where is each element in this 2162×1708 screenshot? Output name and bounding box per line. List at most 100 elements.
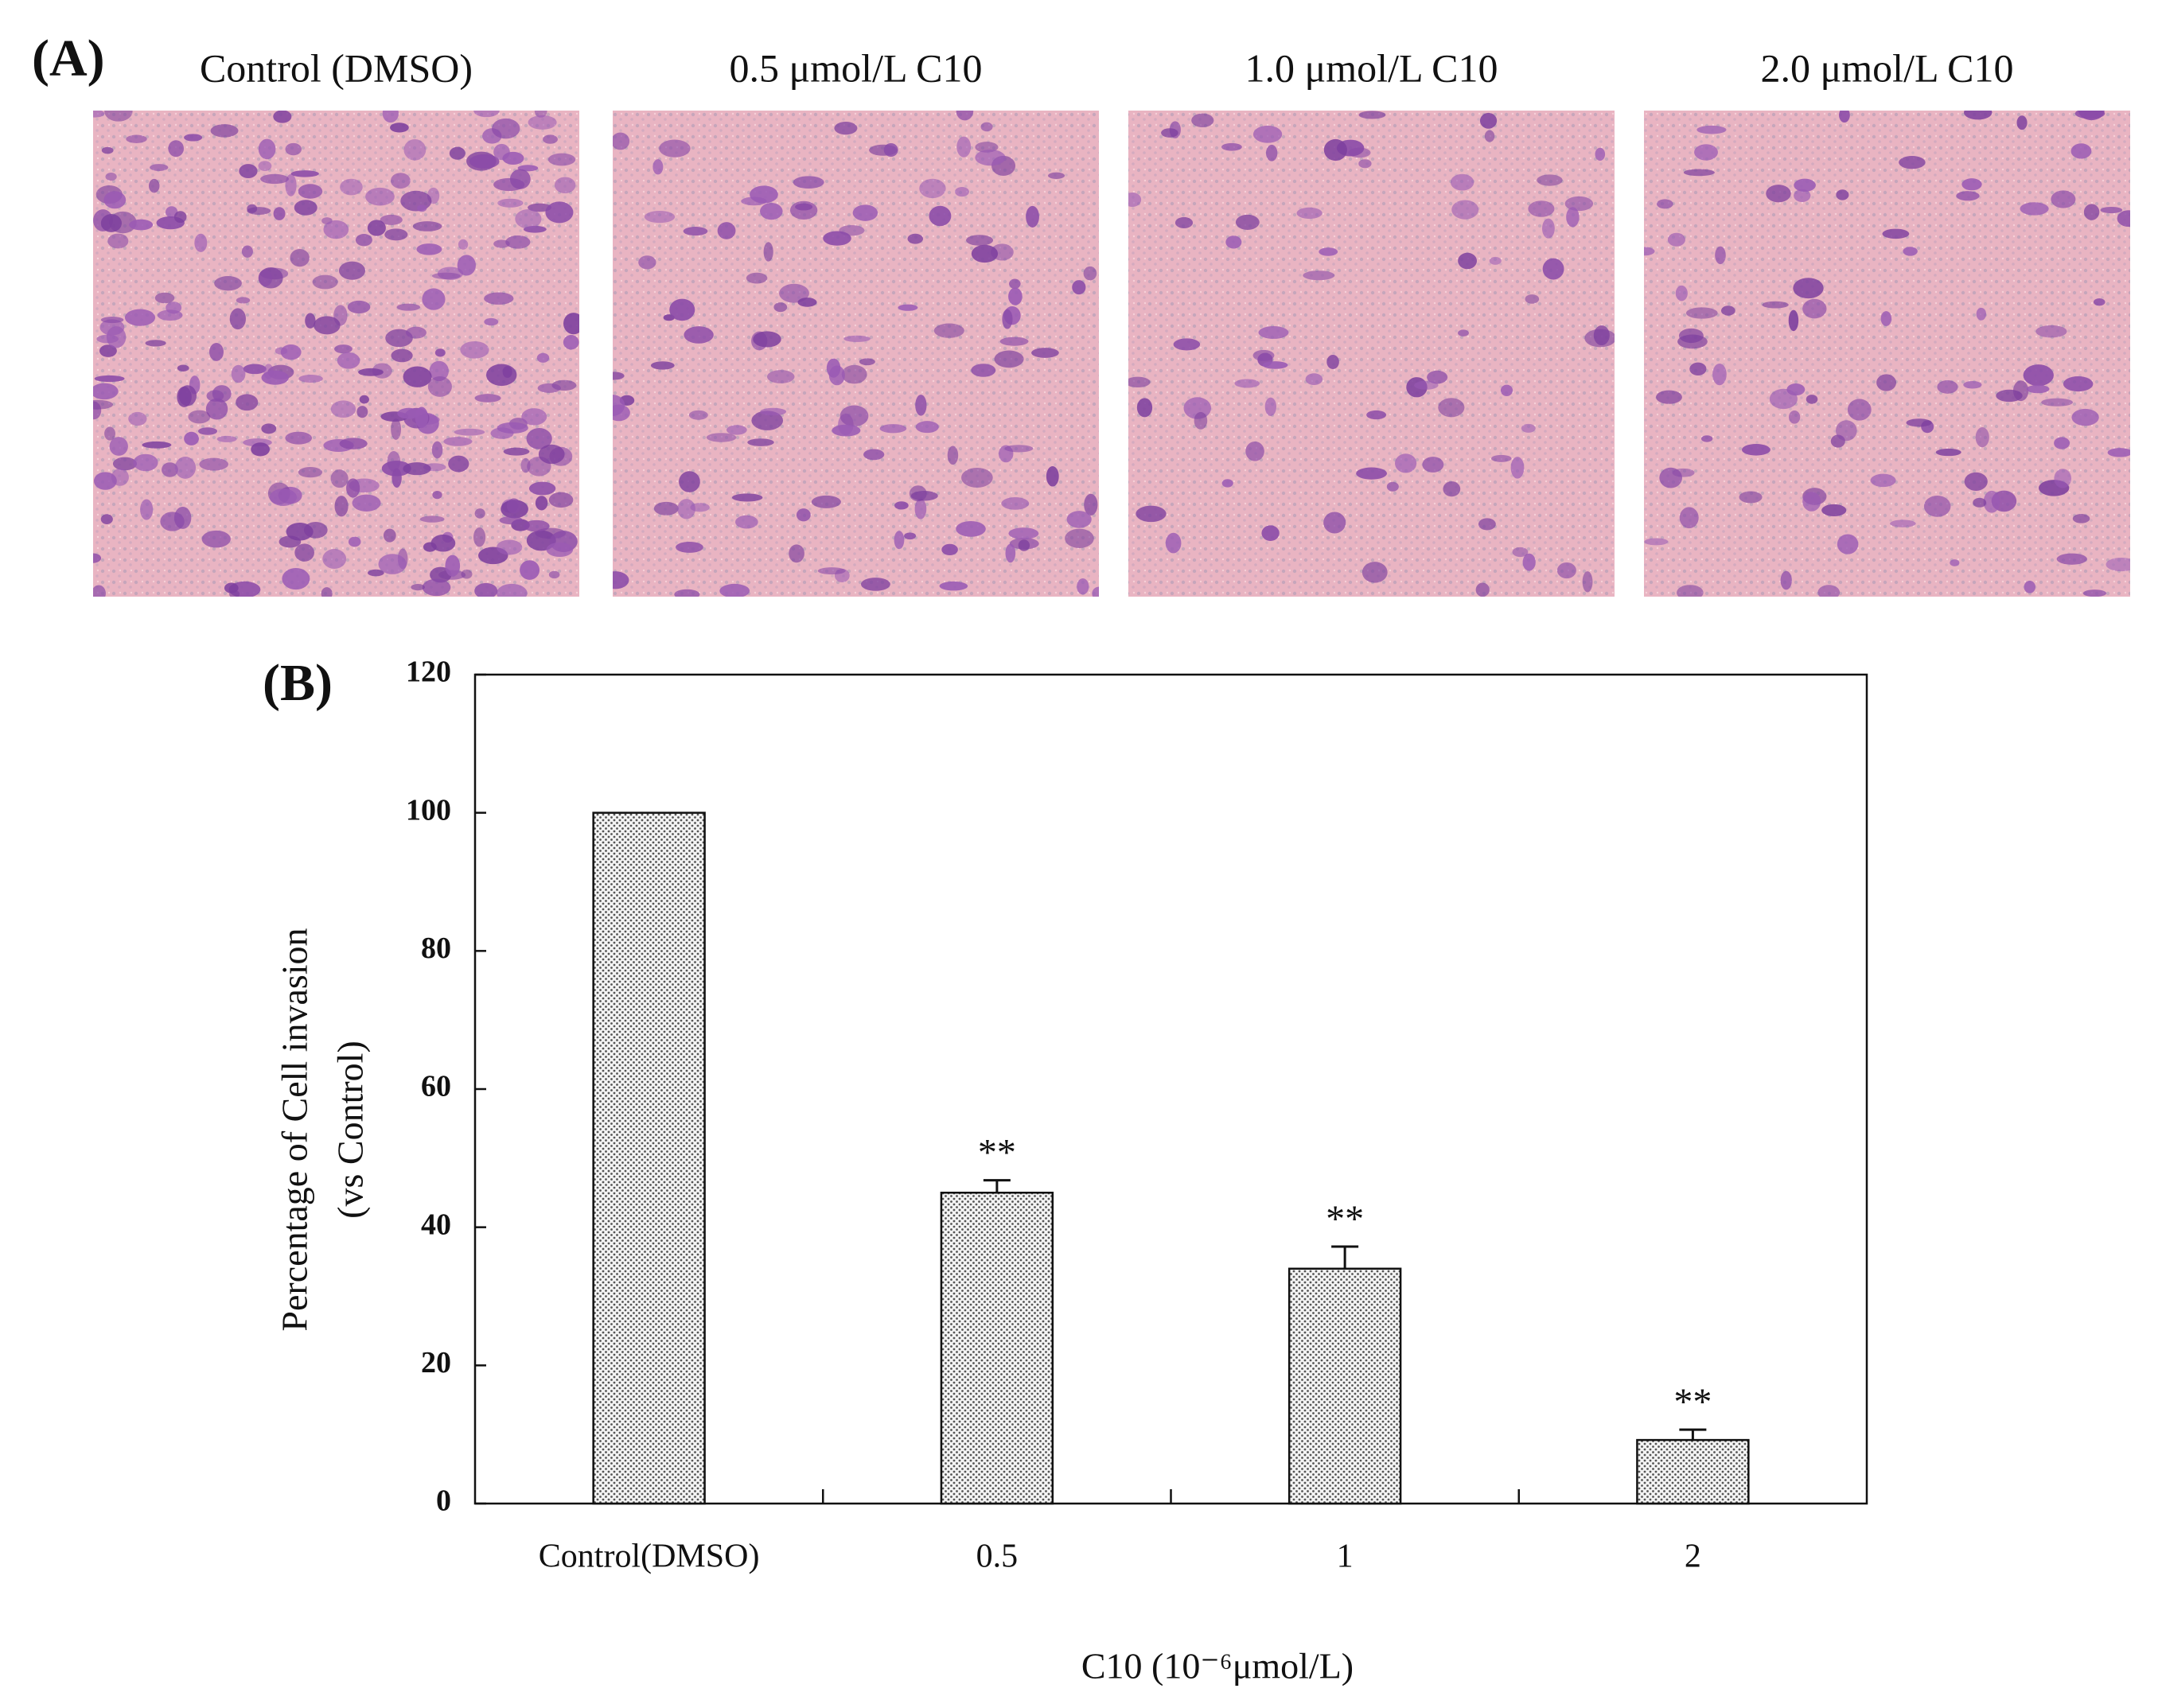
stained-cell (162, 462, 178, 477)
stained-cell (915, 395, 927, 416)
stained-cell (1595, 147, 1606, 161)
stained-cell (1788, 309, 1799, 332)
stained-cell (1656, 199, 1673, 209)
stained-cell (1491, 454, 1512, 462)
stained-cell (879, 424, 907, 434)
stained-cell (461, 569, 473, 579)
stained-cell (1008, 287, 1023, 305)
stained-cell (676, 542, 703, 553)
stained-cell (1839, 111, 1850, 123)
stained-cell (1542, 258, 1564, 280)
stained-cell (224, 582, 239, 593)
stained-cell (669, 298, 695, 321)
stained-cell (378, 554, 407, 574)
stained-cell (536, 352, 550, 363)
stained-cell (2063, 376, 2094, 392)
stained-cell (1521, 423, 1536, 433)
stained-cell (497, 539, 523, 555)
stained-cell (145, 340, 166, 347)
stained-cell (914, 498, 927, 519)
stained-cell (2072, 514, 2090, 523)
stained-cell (365, 187, 395, 206)
stained-cell (509, 169, 531, 189)
stained-cell (391, 348, 413, 363)
stained-cell (823, 231, 851, 246)
stained-cell (1644, 538, 1669, 546)
stained-cell (1556, 562, 1576, 579)
stained-cell (338, 261, 366, 280)
stained-cell (490, 427, 514, 439)
stained-cell (1836, 420, 1857, 442)
stained-cell (473, 527, 486, 547)
stained-cell (445, 554, 461, 577)
stained-cell (747, 438, 774, 446)
stained-cell (2023, 364, 2054, 387)
y-axis-title: (vs Control) (330, 1041, 371, 1219)
stained-cell (817, 567, 846, 575)
stained-cell (1700, 435, 1713, 442)
stained-cell (1656, 390, 1682, 404)
stained-cell (355, 234, 372, 247)
y-tick-label: 120 (406, 656, 451, 689)
stained-cell (613, 404, 630, 422)
stained-cell (93, 553, 102, 563)
stained-cell (430, 534, 456, 552)
stained-cell (683, 227, 708, 236)
stained-cell (1512, 547, 1529, 558)
stained-cell (109, 437, 128, 456)
stained-cell (1348, 147, 1371, 158)
stained-cell (1537, 174, 1563, 186)
stained-cell (417, 204, 427, 212)
stained-cell (2016, 115, 2028, 130)
y-tick-label: 60 (421, 1070, 451, 1103)
stained-cell (999, 337, 1029, 346)
stained-cell (1696, 125, 1727, 134)
stained-cell (93, 399, 114, 410)
stained-cell (484, 317, 499, 326)
stained-cell (178, 385, 197, 407)
stained-cell (484, 292, 514, 305)
stained-cell (321, 587, 333, 597)
stained-cell (898, 304, 918, 311)
stained-cell (346, 478, 360, 498)
significance-label: ** (1673, 1381, 1712, 1423)
stained-cell (1265, 144, 1278, 161)
stained-cell (789, 544, 804, 563)
stained-cell (1174, 216, 1194, 228)
stained-cell (563, 335, 579, 350)
stained-cell (2106, 557, 2130, 572)
stained-cell (506, 498, 521, 514)
micrograph (1128, 111, 1615, 597)
stained-cell (1500, 384, 1513, 397)
stained-cell (2024, 581, 2035, 593)
y-tick-label: 20 (421, 1346, 451, 1379)
stained-cell (910, 491, 938, 501)
stained-cell (1450, 173, 1474, 191)
stained-cell (650, 361, 675, 370)
stained-cell (538, 444, 565, 465)
stained-cell (280, 344, 302, 360)
stained-cell (1903, 247, 1918, 256)
stained-cell (129, 219, 154, 231)
stained-cell (839, 405, 869, 427)
stained-cell (474, 582, 498, 597)
stained-cell (1996, 389, 2023, 403)
stained-cell (1065, 528, 1094, 548)
stained-cell (966, 235, 994, 246)
stained-cell (1221, 479, 1233, 488)
stained-cell (305, 313, 316, 329)
stained-cell (1136, 398, 1153, 418)
stained-cell (427, 375, 452, 397)
stained-cell (1964, 111, 1993, 120)
stained-cell (1258, 326, 1289, 339)
stained-cell (1002, 309, 1013, 329)
micrograph-background (613, 111, 1099, 597)
error-bar (983, 1179, 1011, 1193)
stained-cell (1870, 473, 1896, 488)
stained-cell (1677, 585, 1704, 597)
stained-cell (731, 493, 763, 502)
stained-cell (2082, 589, 2107, 597)
stained-cell (432, 490, 442, 500)
stained-cell (679, 471, 700, 492)
